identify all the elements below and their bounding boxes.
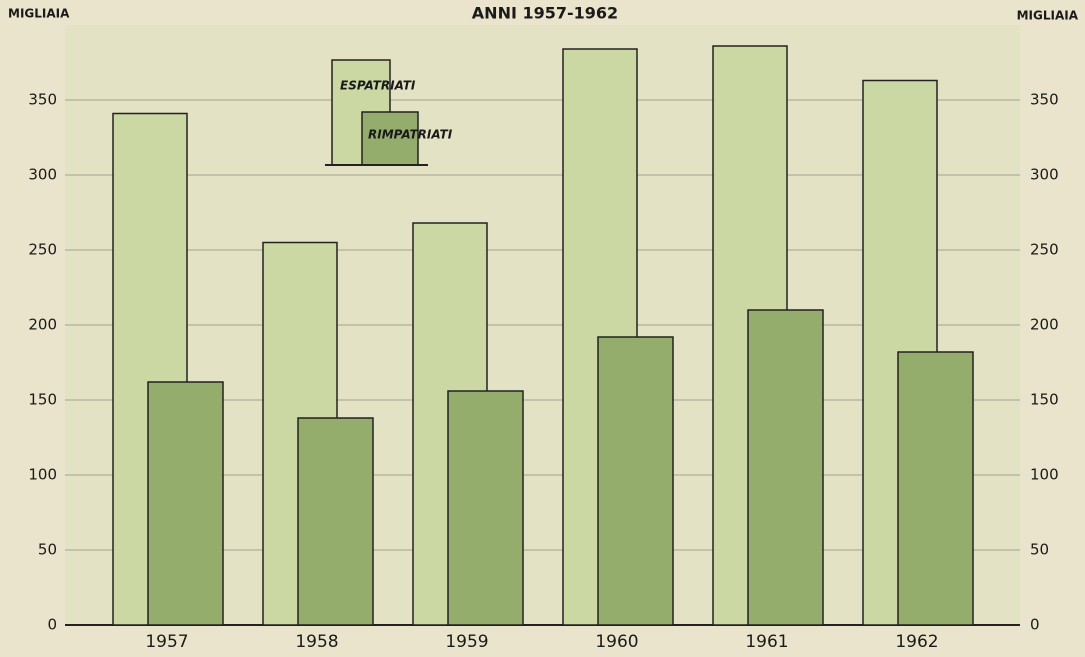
x-tick-label: 1961	[745, 632, 788, 652]
x-tick-label: 1959	[445, 632, 488, 652]
grid	[65, 99, 1020, 626]
y2-tick-label: 50	[1030, 541, 1049, 559]
bar	[597, 336, 674, 626]
y-tick-label: 0	[47, 616, 57, 634]
y-tick-label: 50	[38, 541, 57, 559]
bar	[897, 351, 974, 626]
y-tick-label: 250	[28, 241, 57, 259]
x-tick-label: 1960	[595, 632, 638, 652]
y2-tick-label: 100	[1030, 466, 1059, 484]
chart-title: ANNI 1957-1962	[472, 4, 618, 23]
y2-tick-label: 250	[1030, 241, 1059, 259]
y-tick-label: 200	[28, 316, 57, 334]
bars	[112, 45, 974, 626]
y-axis-label: MIGLIAIA	[8, 7, 70, 21]
y2-tick-label: 300	[1030, 166, 1059, 184]
legend-swatch	[361, 111, 419, 166]
legend-label: RIMPATRIATI	[368, 128, 453, 142]
legend: ESPATRIATI RIMPATRIATI	[325, 59, 453, 166]
x-tick-label: 1958	[295, 632, 338, 652]
bar	[297, 417, 374, 626]
y-tick-label: 350	[28, 91, 57, 109]
x-tick-label: 1962	[895, 632, 938, 652]
bar	[747, 309, 824, 626]
bar	[147, 381, 224, 626]
y2-axis-label: MIGLIAIA	[1017, 9, 1079, 23]
y-tick-label: 100	[28, 466, 57, 484]
legend-label: ESPATRIATI	[340, 79, 416, 93]
y2-tick-label: 350	[1030, 91, 1059, 109]
y2-tick-label: 0	[1030, 616, 1040, 634]
x-tick-label: 1957	[145, 632, 188, 652]
bar	[447, 390, 524, 626]
y2-tick-label: 150	[1030, 391, 1059, 409]
y-tick-label: 150	[28, 391, 57, 409]
y2-tick-label: 200	[1030, 316, 1059, 334]
y-tick-label: 300	[28, 166, 57, 184]
